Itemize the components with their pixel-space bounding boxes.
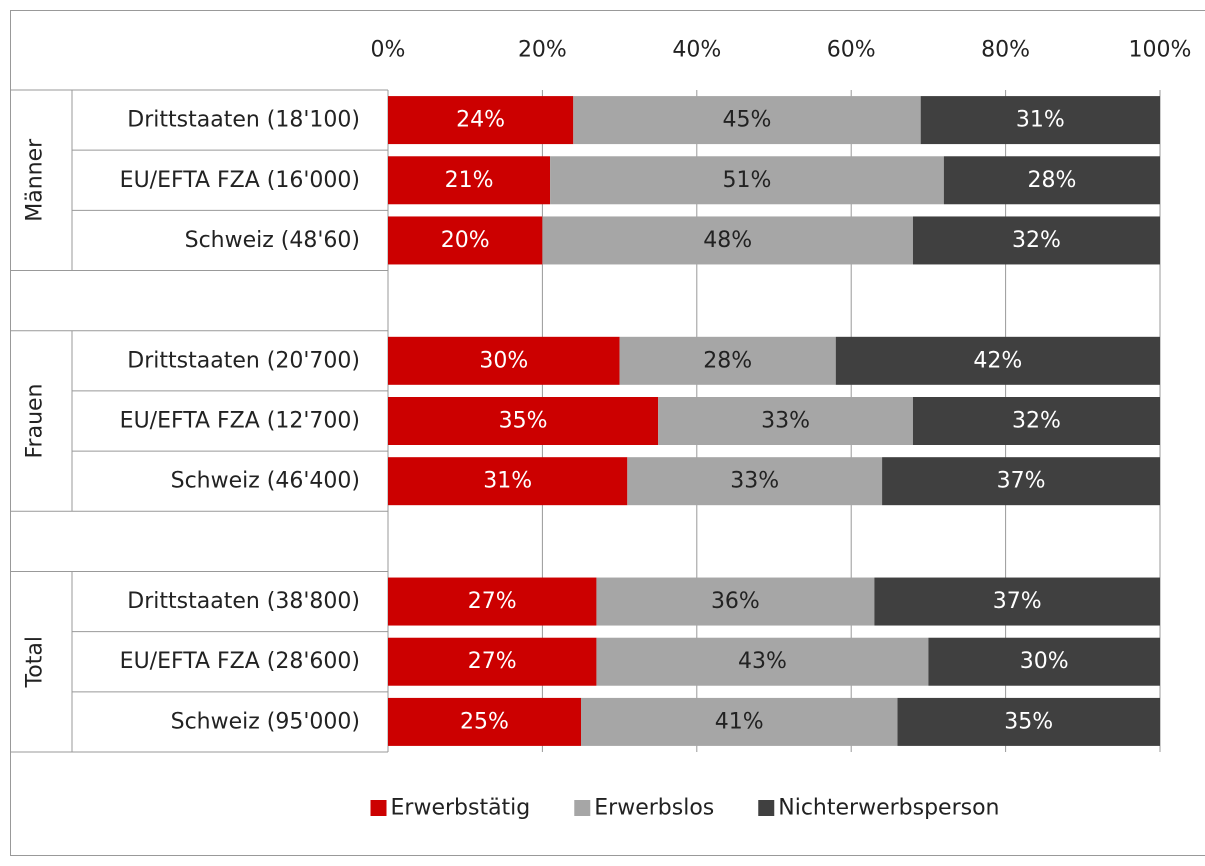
group-label: Total: [23, 636, 48, 688]
value-label: 35%: [499, 409, 548, 434]
y-tick-label: Schweiz (46'400): [171, 469, 360, 494]
value-label: 37%: [993, 589, 1042, 614]
legend-swatch: [371, 800, 387, 816]
value-label: 27%: [468, 589, 517, 614]
value-label: 30%: [1020, 649, 1069, 674]
value-label: 33%: [761, 409, 810, 434]
value-label: 41%: [715, 709, 764, 734]
legend: Erwerbstätig Erwerbslos Nichterwerbsperson: [371, 796, 1000, 821]
group-label: Frauen: [23, 383, 48, 458]
value-label: 45%: [723, 108, 772, 133]
value-label: 31%: [483, 469, 532, 494]
x-tick-label: 20%: [518, 38, 567, 63]
value-label: 48%: [703, 228, 752, 253]
y-tick-label: Drittstaaten (38'800): [127, 589, 360, 614]
value-label: 51%: [723, 168, 772, 193]
value-label: 35%: [1004, 709, 1053, 734]
value-label: 42%: [973, 348, 1022, 373]
value-label: 20%: [441, 228, 490, 253]
value-label: 27%: [468, 649, 517, 674]
y-tick-label: Schweiz (95'000): [171, 709, 360, 734]
y-tick-label: Schweiz (48'60): [185, 228, 360, 253]
x-tick-label: 0%: [371, 38, 406, 63]
x-tick-label: 60%: [827, 38, 876, 63]
value-label: 25%: [460, 709, 509, 734]
value-label: 28%: [1027, 168, 1076, 193]
value-label: 32%: [1012, 228, 1061, 253]
legend-swatch: [758, 800, 774, 816]
value-label: 37%: [997, 469, 1046, 494]
y-tick-label: EU/EFTA FZA (12'700): [120, 409, 360, 434]
legend-swatch: [574, 800, 590, 816]
value-label: 43%: [738, 649, 787, 674]
group-label: Männer: [23, 138, 48, 222]
legend-label: Nichterwerbsperson: [778, 796, 999, 821]
value-label: 32%: [1012, 409, 1061, 434]
y-tick-label: Drittstaaten (20'700): [127, 348, 360, 373]
value-label: 24%: [456, 108, 505, 133]
y-tick-label: Drittstaaten (18'100): [127, 108, 360, 133]
value-label: 33%: [730, 469, 779, 494]
x-tick-label: 80%: [981, 38, 1030, 63]
y-tick-label: EU/EFTA FZA (16'000): [120, 168, 360, 193]
legend-label: Erwerbslos: [594, 796, 714, 821]
legend-label: Erwerbstätig: [391, 796, 531, 821]
y-tick-label: EU/EFTA FZA (28'600): [120, 649, 360, 674]
value-label: 31%: [1016, 108, 1065, 133]
value-label: 36%: [711, 589, 760, 614]
value-label: 21%: [445, 168, 494, 193]
x-tick-label: 100%: [1129, 38, 1192, 63]
value-label: 28%: [703, 348, 752, 373]
x-tick-label: 40%: [672, 38, 721, 63]
value-label: 30%: [479, 348, 528, 373]
